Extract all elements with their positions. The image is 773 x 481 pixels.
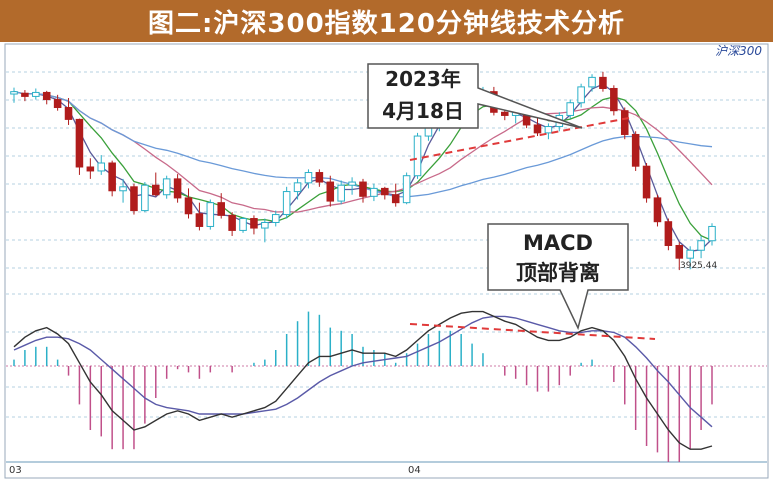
candle [108,160,116,197]
candle [261,218,269,243]
candle [86,158,95,179]
candle [271,210,280,227]
chart: 沪深300 03 04 3925.44 2023年 4月18日 MACD 顶部背… [4,43,769,479]
candle [206,199,215,230]
candle [152,172,160,197]
price-divergence-line [409,116,635,161]
symbol-label: 沪深300 [715,44,762,58]
candle [315,169,324,187]
candle [250,215,258,235]
candle [708,223,716,246]
candle [282,186,291,219]
macd-callout: MACD 顶部背离 [487,223,629,331]
candle [533,115,542,137]
candle [566,99,574,119]
candle [686,246,694,270]
candle [75,118,84,175]
candle [239,216,247,233]
candle [195,202,204,231]
macd-dea-line [13,315,713,428]
candle [544,123,553,140]
macd-callout-line2: 顶部背离 [516,261,600,285]
candle [141,182,149,213]
candle [228,212,236,236]
candle [664,218,673,251]
date-callout: 2023年 4月18日 [367,63,583,129]
candle [631,131,640,171]
candle [620,107,629,140]
macd-panel [6,310,767,462]
candle [173,174,182,203]
candle [577,83,585,108]
candle [610,85,618,116]
candle [184,188,193,219]
candle [348,177,356,195]
candle [130,183,138,215]
candle [653,194,662,227]
candle [599,71,607,92]
candle [53,94,62,111]
candle [97,155,106,175]
candle [642,163,651,203]
candle [370,183,378,202]
candle [391,183,400,207]
candle [381,186,389,200]
candle [304,169,313,189]
candles [10,71,716,271]
macd-divergence-line [409,323,656,340]
x-tick-label: 04 [408,465,421,476]
candle [42,90,51,105]
date-callout-line2: 4月18日 [382,99,464,123]
candle [32,88,40,100]
title-bar: 图二:沪深300指数120分钟线技术分析 [0,0,773,42]
date-callout-line1: 2023年 [385,67,461,91]
candle [162,175,171,199]
macd-dif-line [13,310,713,450]
candle [413,132,422,179]
macd-callout-line1: MACD [523,231,593,255]
candle [588,74,596,92]
candle [64,97,73,125]
candle [359,178,367,203]
chart-title: 图二:沪深300指数120分钟线技术分析 [148,8,625,39]
x-tick-label: 03 [9,465,22,476]
candle [293,178,302,200]
candle [10,87,18,103]
low-price-label: 3925.44 [680,261,717,271]
candle [675,242,684,271]
candle [119,178,127,203]
candle [697,235,705,259]
candle [402,172,411,205]
candle [337,180,345,205]
candle [217,193,225,219]
candle [21,90,29,102]
candle [326,175,335,207]
